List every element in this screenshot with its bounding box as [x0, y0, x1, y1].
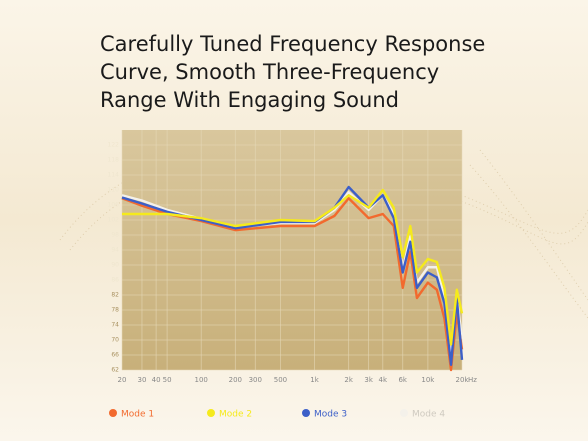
- y-tick-label: 78: [111, 307, 119, 314]
- y-tick-label: 74: [111, 322, 119, 329]
- y-tick-label: 94: [111, 247, 119, 254]
- legend-label: Mode 4: [412, 410, 445, 420]
- y-tick-label: 122: [108, 142, 120, 149]
- x-tick-label: 300: [249, 376, 262, 384]
- y-tick-label: 82: [111, 292, 119, 299]
- x-tick-label: 200: [229, 376, 242, 384]
- x-tick-label: 6k: [398, 376, 407, 384]
- x-tick-label: 4k: [379, 376, 388, 384]
- x-unit: Hz: [468, 376, 477, 384]
- y-tick-label: 114: [108, 172, 120, 179]
- x-tick-label: 30: [137, 376, 146, 384]
- legend-label: Mode 3: [314, 410, 347, 420]
- title-line: Curve, Smooth Three-Frequency: [100, 60, 439, 84]
- legend-marker: [302, 409, 310, 417]
- y-tick-label: 66: [111, 352, 119, 359]
- legend-marker: [400, 409, 408, 417]
- title-line: Range With Engaging Sound: [100, 88, 399, 112]
- x-tick-label: 10k: [421, 376, 435, 384]
- legend-label: Mode 1: [121, 410, 154, 420]
- x-tick-label: 40: [152, 376, 161, 384]
- y-tick-label: 86: [111, 277, 119, 284]
- y-tick-label: 70: [111, 337, 119, 344]
- y-tick-label: 90: [111, 262, 119, 269]
- y-tick-label: 98: [111, 232, 119, 239]
- y-tick-label: 110: [108, 187, 120, 194]
- legend-marker: [207, 409, 215, 417]
- y-tick-label: 106: [108, 202, 120, 209]
- series-line: [122, 188, 464, 346]
- x-tick-label: 50: [163, 376, 172, 384]
- x-tick-label: 20: [118, 376, 127, 384]
- y-tick-label: 62: [111, 367, 119, 374]
- legend-label: Mode 2: [219, 410, 252, 420]
- x-tick-label: 1k: [310, 376, 319, 384]
- x-tick-label: 20k: [456, 376, 470, 384]
- legend-marker: [109, 409, 117, 417]
- y-tick-label: 118: [108, 157, 120, 164]
- x-tick-label: 2k: [344, 376, 353, 384]
- x-tick-label: 100: [195, 376, 208, 384]
- y-tick-label: 102: [108, 217, 120, 224]
- x-tick-label: 500: [274, 376, 287, 384]
- series-line: [121, 197, 464, 372]
- title-line: Carefully Tuned Frequency Response: [100, 32, 485, 56]
- series-line: [121, 185, 464, 366]
- x-tick-label: 3k: [364, 376, 373, 384]
